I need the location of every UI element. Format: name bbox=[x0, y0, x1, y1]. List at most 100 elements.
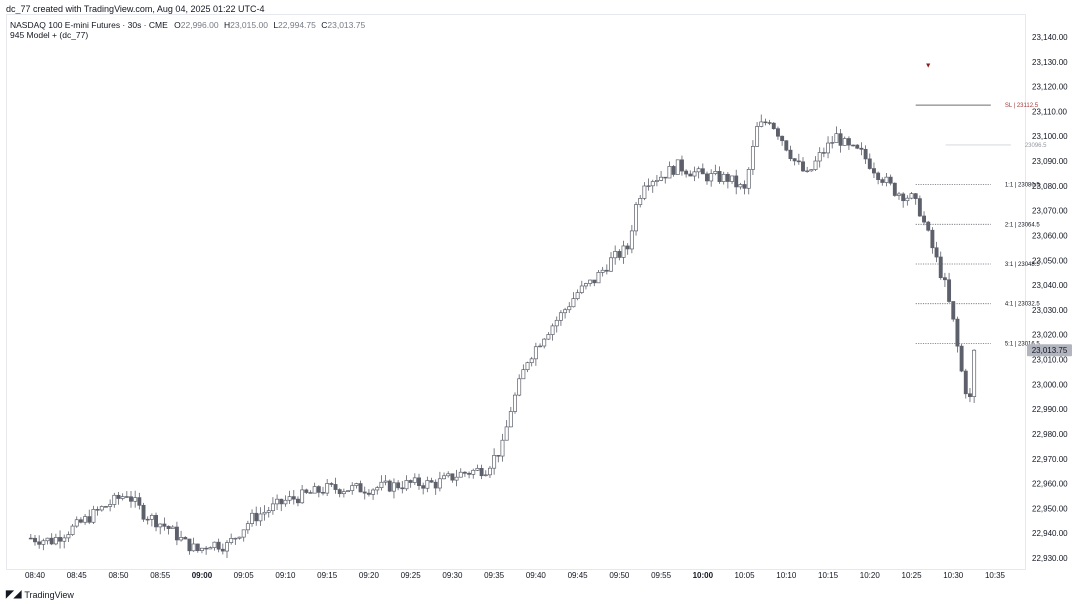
candle-body bbox=[358, 483, 363, 493]
candle-body bbox=[350, 485, 355, 491]
candle-body bbox=[759, 121, 764, 127]
indicator-legend[interactable]: 945 Model + (dc_77) bbox=[10, 30, 89, 40]
candle-body bbox=[692, 171, 697, 177]
footer-brand[interactable]: ◤◢ TradingView bbox=[6, 589, 74, 600]
candle-body bbox=[588, 279, 593, 284]
candle-body bbox=[266, 510, 271, 513]
candle-body bbox=[241, 529, 246, 538]
candle-body bbox=[863, 148, 868, 160]
candle-body bbox=[955, 318, 960, 347]
ohlc-values: O22,996.00 H23,015.00 L22,994.75 C23,013… bbox=[174, 20, 368, 30]
candle-body bbox=[513, 394, 517, 412]
candle-body bbox=[713, 171, 718, 174]
y-tick-label: 23,100.00 bbox=[1032, 132, 1068, 141]
candle-body bbox=[905, 197, 910, 202]
plot-area[interactable] bbox=[6, 14, 1026, 570]
candle-body bbox=[922, 215, 926, 223]
candle-body bbox=[95, 509, 100, 511]
candle-body bbox=[596, 272, 601, 284]
y-tick-label: 23,110.00 bbox=[1032, 107, 1068, 116]
candle-body bbox=[542, 338, 547, 347]
candle-body bbox=[400, 487, 405, 490]
symbol-legend: NASDAQ 100 E-mini Futures · 30s · CME O2… bbox=[10, 20, 368, 30]
x-tick-label: 09:10 bbox=[275, 571, 296, 580]
candle-body bbox=[575, 292, 580, 299]
x-tick-label: 09:30 bbox=[442, 571, 463, 580]
y-tick-label: 23,130.00 bbox=[1032, 58, 1068, 67]
candle-body bbox=[471, 469, 476, 475]
candle-body bbox=[83, 516, 88, 523]
candle-body bbox=[913, 193, 918, 199]
x-tick-label: 10:05 bbox=[735, 571, 756, 580]
x-tick-label: 10:00 bbox=[693, 571, 714, 580]
candle-body bbox=[930, 229, 935, 249]
candle-body bbox=[604, 269, 609, 272]
candle-body bbox=[951, 301, 956, 320]
candle-body bbox=[634, 204, 638, 232]
candle-body bbox=[650, 181, 655, 187]
x-tick-label: 09:05 bbox=[234, 571, 255, 580]
candle-body bbox=[738, 184, 743, 188]
symbol-title[interactable]: NASDAQ 100 E-mini Futures · 30s · CME bbox=[10, 20, 168, 30]
candle-body bbox=[145, 518, 150, 521]
candle-body bbox=[262, 511, 267, 515]
candle-body bbox=[225, 542, 229, 552]
candle-body bbox=[337, 489, 342, 495]
candle-body bbox=[805, 170, 810, 172]
candle-body bbox=[846, 138, 851, 146]
candle-body bbox=[700, 168, 705, 175]
y-tick-label: 23,090.00 bbox=[1032, 157, 1068, 166]
candle-body bbox=[517, 378, 522, 396]
candle-body bbox=[442, 475, 446, 480]
x-tick-label: 10:30 bbox=[943, 571, 964, 580]
x-tick-label: 09:35 bbox=[484, 571, 505, 580]
candle-body bbox=[362, 491, 367, 494]
x-tick-label: 09:20 bbox=[359, 571, 380, 580]
target-label: 3:1 | 23048.5 bbox=[1005, 262, 1041, 268]
candle-body bbox=[28, 537, 33, 540]
x-tick-label: 09:50 bbox=[609, 571, 630, 580]
x-tick-label: 09:00 bbox=[192, 571, 213, 580]
candle-body bbox=[972, 349, 977, 397]
candle-body bbox=[763, 121, 768, 124]
y-tick-label: 22,940.00 bbox=[1032, 529, 1068, 538]
candle-body bbox=[45, 537, 50, 542]
author-line: dc_77 created with TradingView.com, Aug … bbox=[6, 4, 265, 14]
candle-body bbox=[446, 473, 451, 477]
tradingview-logo-icon: ◤◢ bbox=[6, 589, 22, 600]
stop-loss-label: SL | 23112.5 bbox=[1005, 103, 1039, 109]
x-tick-label: 10:20 bbox=[860, 571, 881, 580]
candle-body bbox=[99, 506, 104, 511]
candle-body bbox=[571, 298, 576, 308]
candle-body bbox=[784, 140, 789, 151]
candle-body bbox=[659, 176, 664, 181]
x-tick-label: 09:15 bbox=[317, 571, 338, 580]
candle-body bbox=[49, 537, 54, 545]
candle-body bbox=[166, 525, 171, 529]
candle-body bbox=[947, 279, 952, 302]
candle-body bbox=[212, 541, 217, 548]
candle-body bbox=[220, 548, 225, 552]
x-tick-label: 08:45 bbox=[67, 571, 88, 580]
candle-body bbox=[62, 537, 67, 542]
candle-body bbox=[705, 173, 709, 182]
signal-marker-icon: ▼ bbox=[925, 62, 932, 69]
candle-body bbox=[888, 176, 893, 184]
candle-body bbox=[942, 277, 947, 281]
candle-body bbox=[229, 538, 234, 543]
candle-body bbox=[926, 221, 931, 231]
candle-body bbox=[621, 245, 626, 258]
candle-body bbox=[129, 496, 133, 502]
candle-body bbox=[158, 523, 163, 528]
candle-body bbox=[892, 182, 897, 196]
brand-name: TradingView bbox=[24, 589, 74, 600]
candle-body bbox=[855, 144, 860, 149]
candle-body bbox=[629, 230, 634, 250]
candle-body bbox=[750, 146, 755, 170]
candle-body bbox=[642, 185, 647, 199]
y-tick-label: 22,950.00 bbox=[1032, 504, 1068, 513]
candle-body bbox=[533, 346, 538, 360]
candle-body bbox=[646, 185, 651, 187]
candle-body bbox=[187, 538, 192, 552]
